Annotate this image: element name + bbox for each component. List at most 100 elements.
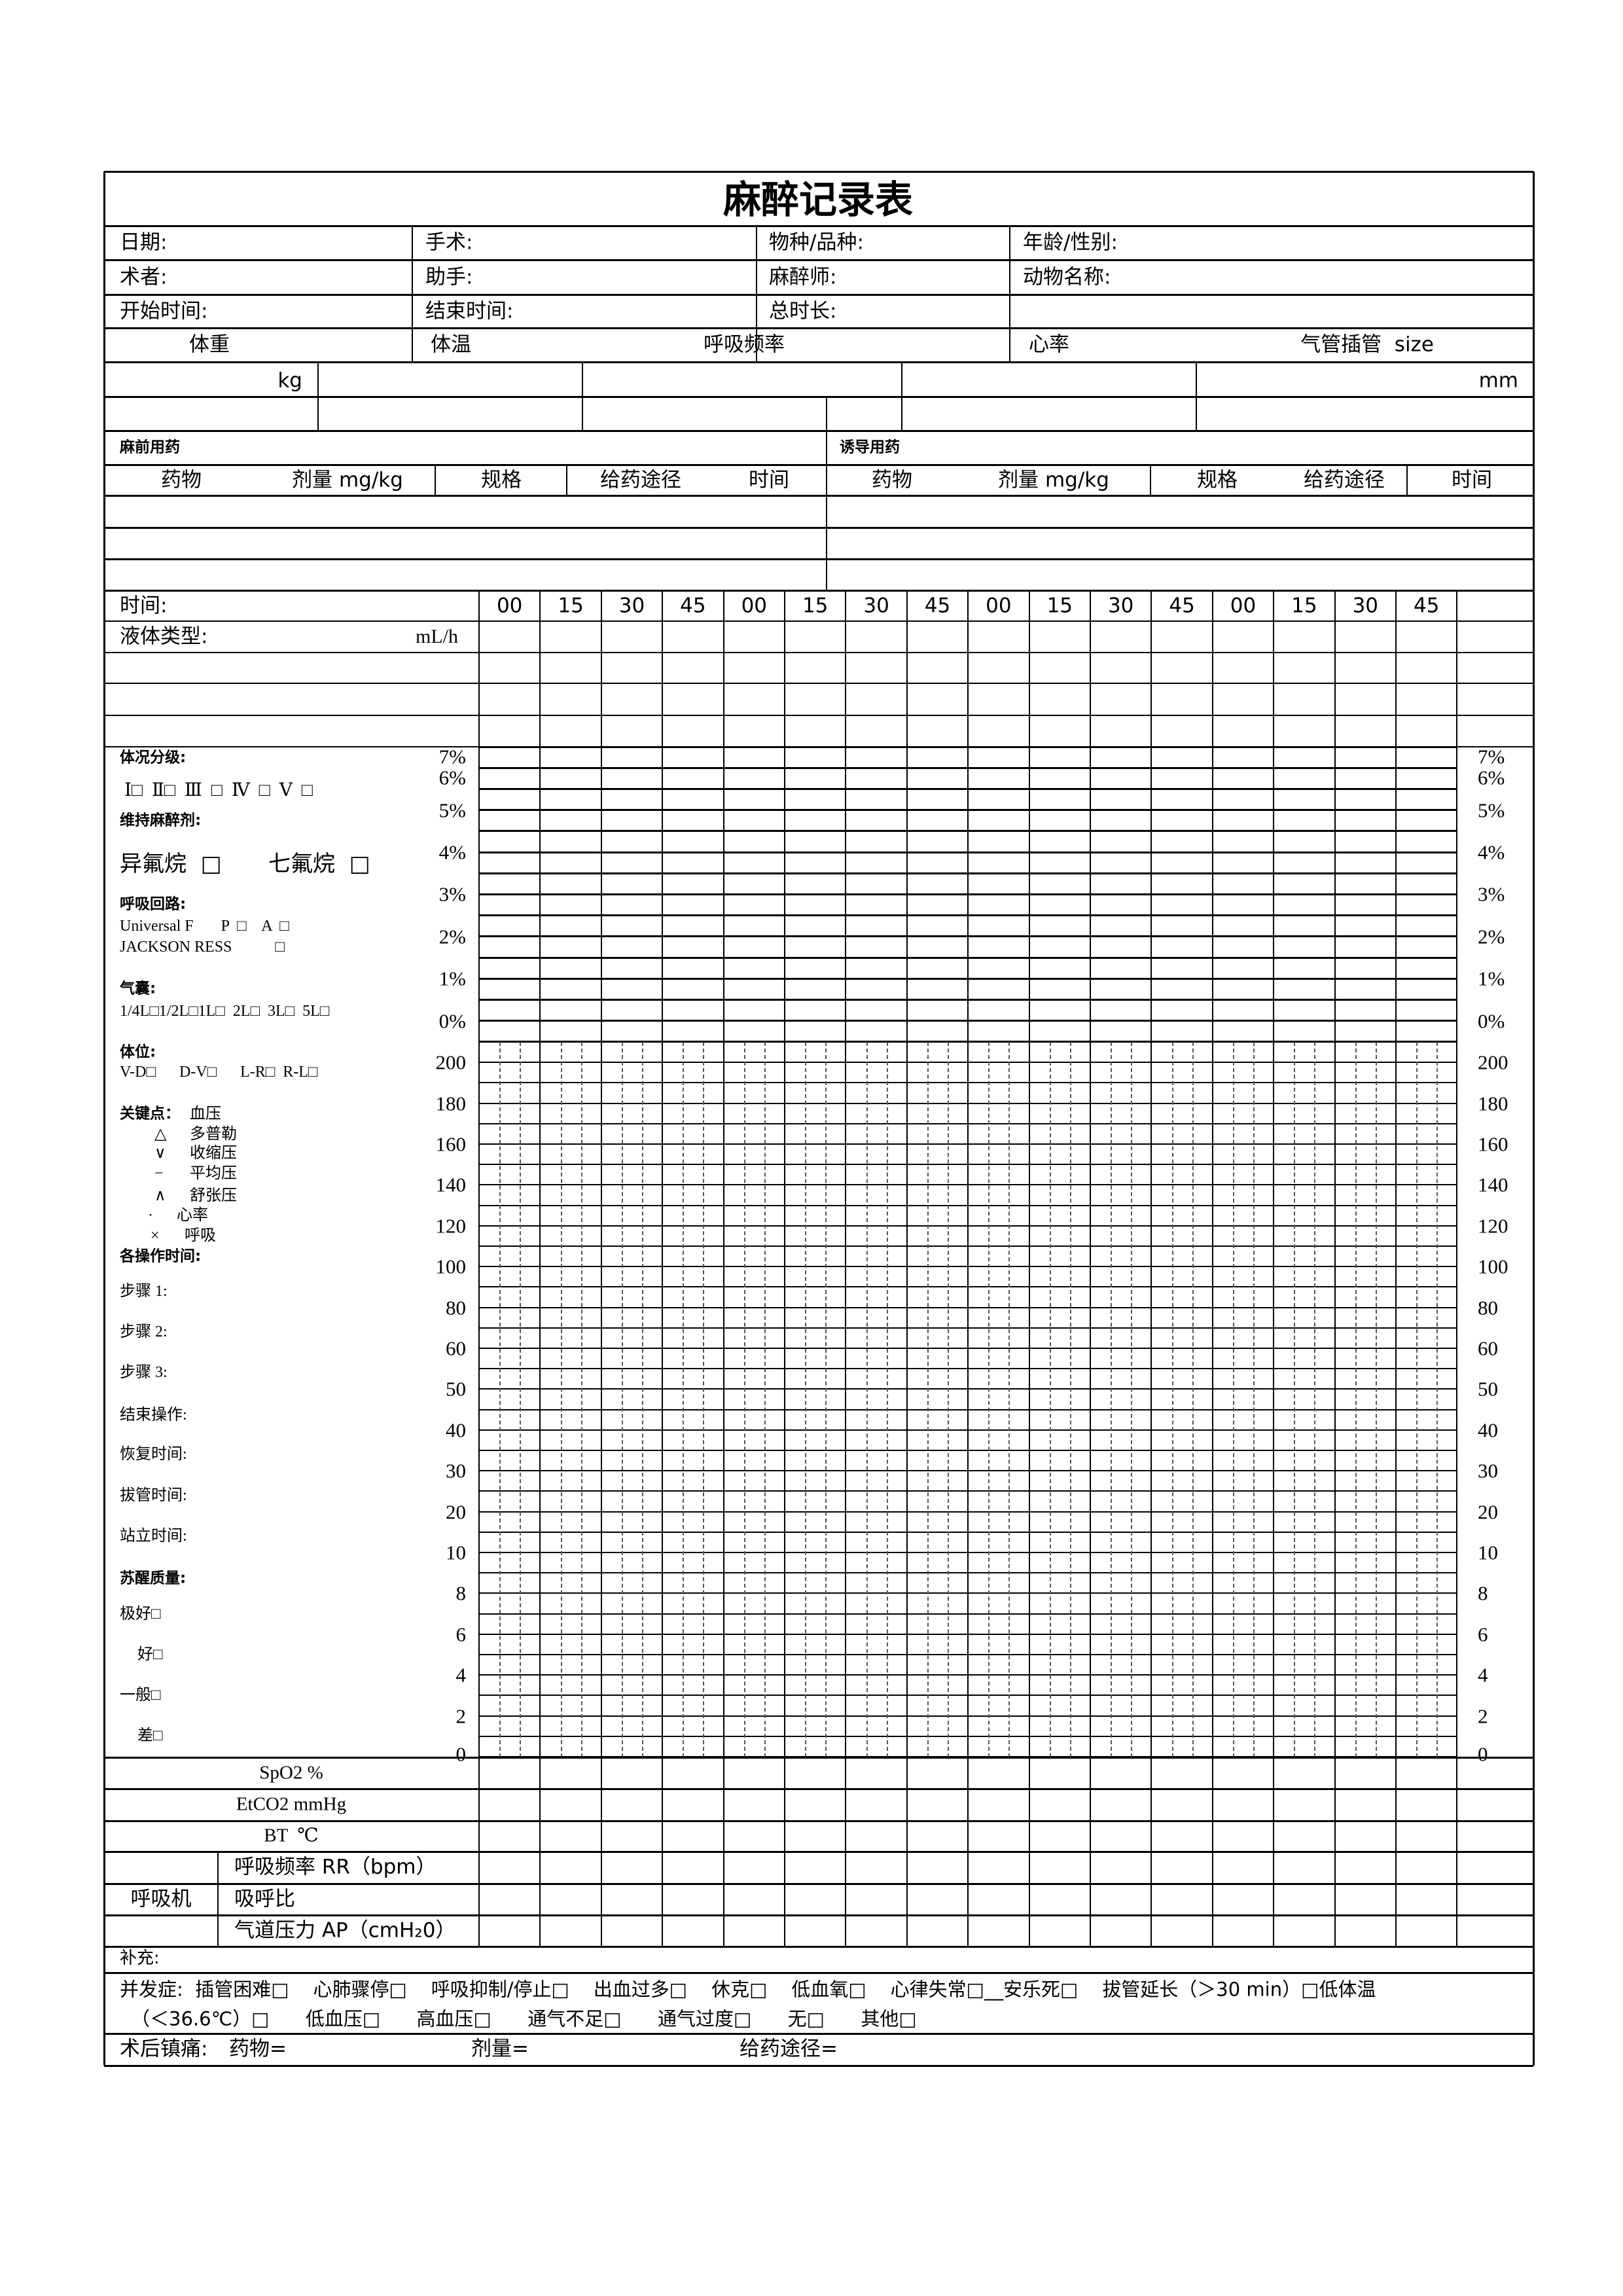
minor-dashed-line [1131,1042,1133,1757]
fluid-unit: mL/h [416,626,458,647]
horizontal-rule [479,1266,1457,1268]
recovery-checkbox[interactable]: 好□ [137,1646,163,1663]
position-checkboxes[interactable]: V-D□ D-V□ L-R□ R-L□ [120,1064,318,1081]
vertical-rule [756,226,757,362]
horizontal-rule [479,1470,1457,1472]
minor-dashed-line [1375,1042,1377,1757]
horizontal-rule [479,1327,1457,1329]
value-axis-label-right: 20 [1478,1500,1498,1524]
operation-time-field[interactable]: 站立时间: [120,1528,187,1545]
horizontal-rule [104,1756,1533,1759]
horizontal-rule [479,1592,1457,1594]
horizontal-rule [479,1511,1457,1513]
recovery-checkbox[interactable]: 极好□ [120,1605,161,1623]
vertical-rule [826,397,827,590]
induction-col-header: 药物 [872,468,912,492]
maintenance-title: 维持麻醉剂: [120,812,202,829]
value-axis-label-left: 40 [446,1418,466,1442]
horizontal-rule [479,1388,1457,1390]
field-species[interactable]: 物种/品种: [769,230,864,255]
operation-time-field[interactable]: 拔管时间: [120,1487,187,1504]
recovery-checkbox[interactable]: 差□ [137,1727,163,1744]
field-assistant[interactable]: 助手: [425,265,473,289]
field-surgeon[interactable]: 术者: [120,265,168,289]
vitals-header-tube: 气管插管 size [1300,332,1434,357]
vertical-rule [478,590,480,1946]
legend-label: 呼吸 [185,1227,216,1244]
induction-col-header: 给药途径 [1304,468,1385,492]
postop-route-field[interactable]: 给药途径= [740,2037,838,2061]
field-end-time[interactable]: 结束时间: [425,299,514,323]
operation-time-field[interactable]: 恢复时间: [120,1446,187,1463]
horizontal-rule [479,1429,1457,1431]
field-surgery[interactable]: 手术: [425,230,473,255]
field-duration[interactable]: 总时长: [769,299,837,323]
field-animal-name[interactable]: 动物名称: [1023,265,1111,289]
value-axis-label-right: 10 [1478,1541,1498,1564]
supplement-field[interactable]: 补充: [120,1948,160,1968]
circuit-universal[interactable]: Universal F P □ A □ [120,918,289,935]
horizontal-rule [104,1850,1533,1853]
operation-time-field[interactable]: 结束操作: [120,1407,187,1424]
pct-axis-label-right: 6% [1478,766,1505,789]
postop-dose-field[interactable]: 剂量= [471,2037,529,2061]
monitor-row-label: SpO2 % [259,1762,323,1784]
circuit-jackson[interactable]: JACKSON RESS □ [120,939,285,956]
value-axis-label-left: 8 [455,1581,467,1605]
operation-time-field[interactable]: 步骤 1: [120,1283,168,1300]
time-tick: 30 [863,594,889,618]
minor-dashed-line [1192,1042,1194,1757]
horizontal-rule [479,935,1457,938]
horizontal-rule [104,620,1533,622]
postop-drug-field[interactable]: 药物= [229,2037,287,2061]
asa-checkboxes[interactable]: Ⅰ□ Ⅱ□ Ⅲ □ Ⅳ □ Ⅴ □ [124,780,313,800]
legend-symbol-icon: × [151,1227,160,1244]
horizontal-rule [104,429,1533,432]
value-axis-label-left: 0 [455,1742,467,1766]
time-tick: 00 [986,594,1012,618]
time-tick: 45 [680,594,706,618]
value-axis-label-left: 200 [435,1050,467,1074]
sevoflurane-checkbox[interactable]: 七氟烷 □ [268,851,370,877]
horizontal-rule [479,1041,1457,1043]
vertical-rule [478,1757,480,1946]
horizontal-rule [104,293,1533,296]
isoflurane-checkbox[interactable]: 异氟烷 □ [120,851,222,877]
vertical-rule [1532,171,1535,2066]
pct-axis-label-right: 0% [1478,1009,1505,1033]
minor-dashed-line [743,1042,745,1757]
pct-axis-label-right: 1% [1478,967,1505,990]
pct-axis-label-right: 7% [1478,745,1505,768]
operation-time-field[interactable]: 步骤 3: [120,1364,168,1381]
vitals-header-resp-rate: 呼吸频率 [704,332,785,357]
horizontal-rule [479,1490,1457,1492]
column-rule [1150,465,1151,496]
horizontal-rule [479,1674,1457,1676]
complications-line-1[interactable]: 并发症: 插管困难□ 心肺骤停□ 呼吸抑制/停止□ 出血过多□ 休克□ 低血氧□… [120,1978,1376,2001]
recovery-checkbox[interactable]: 一般□ [120,1687,161,1704]
induction-title: 诱导用药 [840,439,900,456]
minor-dashed-line [703,1042,705,1757]
field-age-sex[interactable]: 年龄/性别: [1023,230,1118,255]
bag-title: 气囊: [120,980,156,997]
field-date[interactable]: 日期: [120,230,168,255]
legend-label: 心率 [177,1207,208,1224]
value-axis-label-right: 140 [1478,1173,1508,1196]
horizontal-rule [479,1531,1457,1533]
horizontal-rule [479,1348,1457,1349]
minor-dashed-line [805,1042,807,1757]
field-anesthetist[interactable]: 麻醉师: [769,265,837,289]
vertical-rule [600,590,602,1946]
vertical-rule [1196,362,1197,431]
minor-dashed-line [683,1042,685,1757]
time-tick: 15 [558,594,584,618]
pct-axis-label-right: 2% [1478,925,1505,948]
complications-line-2[interactable]: （＜36.6℃）□ 低血压□ 高血压□ 通气不足□ 通气过度□ 无□ 其他□ [131,2007,917,2030]
bag-size-checkboxes[interactable]: 1/4L□1/2L□1L□ 2L□ 3L□ 5L□ [120,1003,330,1020]
minor-dashed-line [560,1042,562,1757]
operation-time-field[interactable]: 步骤 2: [120,1323,168,1340]
vertical-rule [1150,590,1152,1946]
field-start-time[interactable]: 开始时间: [120,299,208,323]
ventilator-row-label: 吸呼比 [234,1887,295,1911]
vertical-rule [103,171,105,2066]
